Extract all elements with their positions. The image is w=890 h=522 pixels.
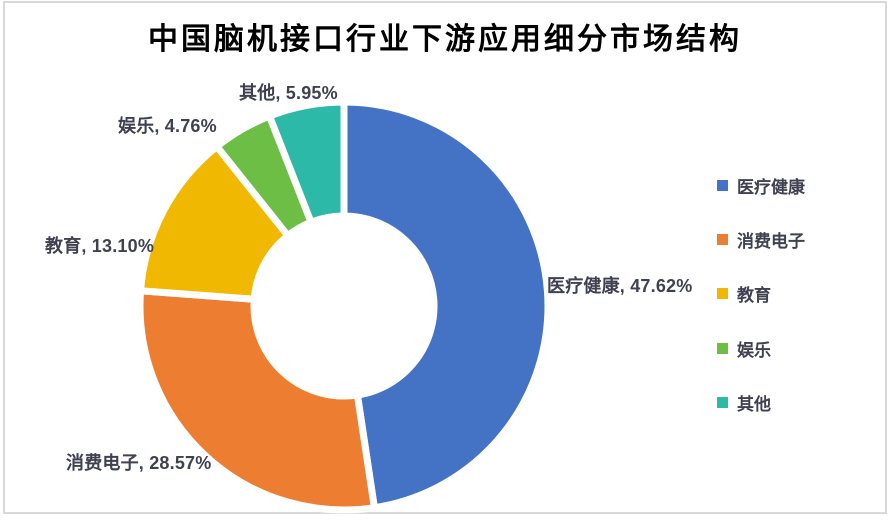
data-label-other: 其他, 5.95% (239, 83, 338, 103)
legend-item-label: 医疗健康 (737, 177, 805, 197)
pie-slice-2 (136, 287, 379, 514)
legend-item-label: 消费电子 (737, 231, 805, 251)
data-label-consumer-electronics: 消费电子, 28.57% (66, 453, 212, 473)
legend-item-education: 教育 (717, 282, 771, 305)
pie-slice-5 (264, 98, 348, 227)
data-label-entertainment: 娱乐, 4.76% (118, 116, 217, 136)
legend-item-entertainment: 娱乐 (717, 337, 771, 360)
pie-slice-3 (136, 141, 293, 304)
legend-swatch-icon (717, 396, 728, 408)
legend-swatch-icon (717, 287, 728, 299)
legend-swatch-icon (717, 179, 728, 191)
data-label-medical-health: 医疗健康, 47.62% (547, 276, 693, 296)
legend-swatch-icon (717, 342, 728, 354)
legend-item-consumer-electronics: 消费电子 (717, 228, 805, 251)
chart-title: 中国脑机接口行业下游应用细分市场结构 (148, 23, 742, 56)
legend-item-label: 教育 (737, 285, 771, 305)
legend-swatch-icon (717, 233, 728, 245)
legend-item-label: 娱乐 (737, 340, 771, 360)
data-label-education: 教育, 13.10% (45, 236, 155, 256)
legend-item-medical-health: 医疗健康 (717, 174, 805, 197)
legend-item-other: 其他 (717, 391, 771, 414)
pie-slice-1 (340, 98, 552, 512)
legend-item-label: 其他 (737, 394, 771, 414)
